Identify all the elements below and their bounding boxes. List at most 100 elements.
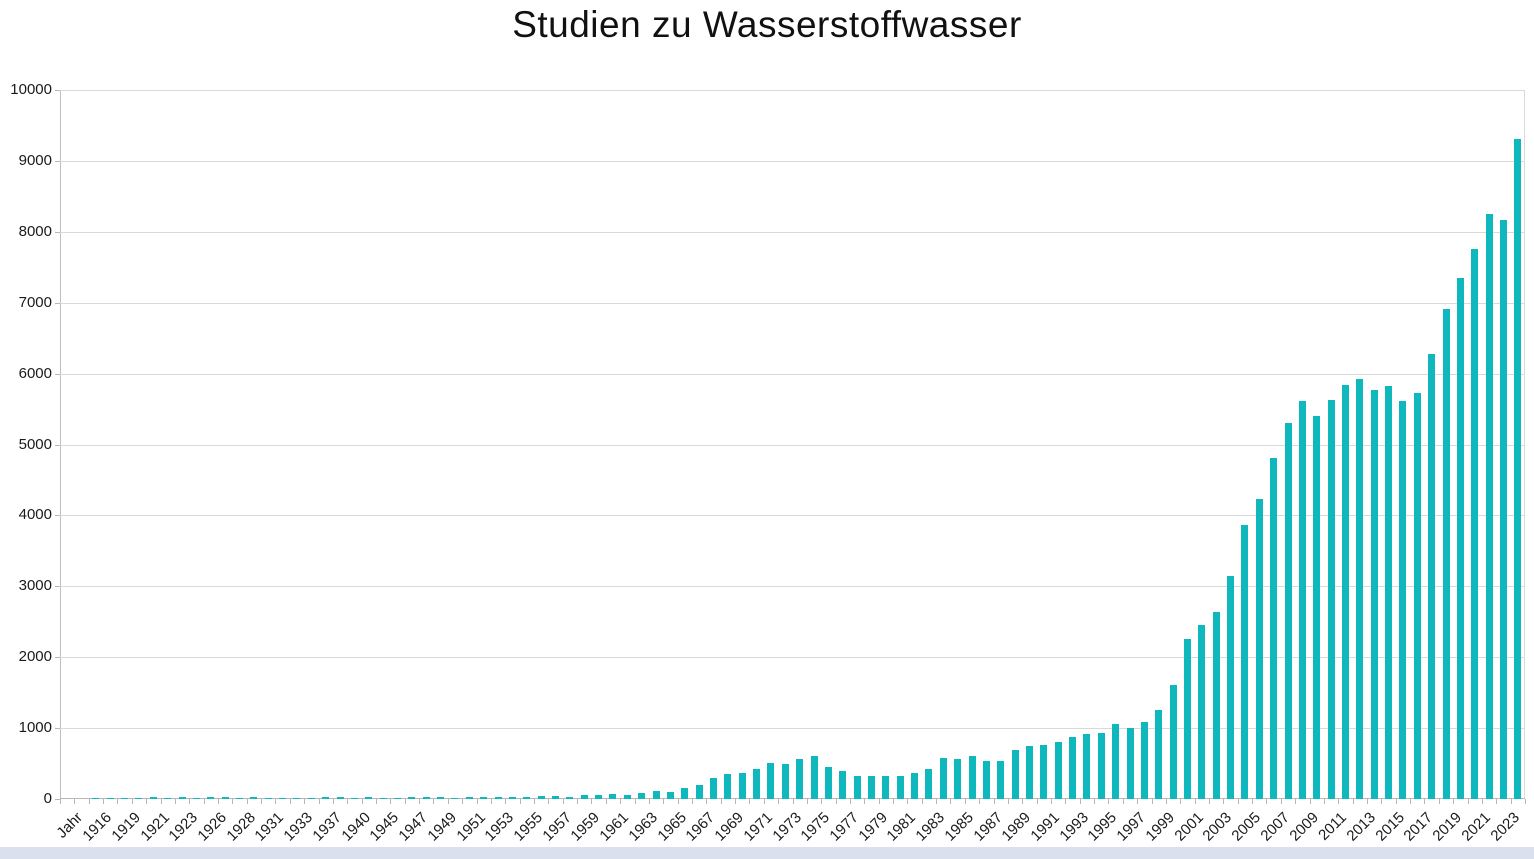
gridline [60, 231, 1525, 233]
x-axis-tick [1510, 799, 1512, 804]
bar-1965 [666, 792, 674, 799]
bar-year-69 [1054, 742, 1062, 799]
bar-year-15 [279, 798, 287, 799]
x-axis-tick [1079, 799, 1081, 804]
bar-year-27 [451, 798, 459, 799]
bar-1971 [753, 769, 761, 799]
x-axis-tick [706, 799, 708, 804]
bar-year-65 [997, 761, 1005, 799]
x-axis-tick [404, 799, 406, 804]
bar-2011 [1327, 400, 1335, 799]
bar-year-17 [307, 798, 315, 799]
y-axis-tick [55, 444, 60, 446]
x-axis-tick [763, 799, 765, 804]
bar-1961 [609, 794, 617, 799]
x-axis-tick [1065, 799, 1067, 804]
y-axis-tick-label: 1000 [18, 719, 52, 737]
x-axis-tick [60, 799, 61, 804]
x-axis-tick [160, 799, 162, 804]
x-axis-tick [1122, 799, 1124, 804]
x-axis-tick [131, 799, 133, 804]
bar-year-11 [221, 797, 229, 799]
y-axis-tick-label: 4000 [18, 506, 52, 524]
x-axis-tick [792, 799, 794, 804]
bar-year-57 [882, 776, 890, 799]
bar-year-3 [106, 798, 114, 799]
gridline [60, 515, 1525, 517]
bar-year-77 [1169, 685, 1177, 799]
x-axis-tick [189, 799, 191, 804]
bar-year-99 [1485, 214, 1493, 799]
bar-year-93 [1399, 401, 1407, 799]
x-axis-tick [677, 799, 679, 804]
y-axis-tick-label: 6000 [18, 364, 52, 382]
bar-year-61 [939, 758, 947, 799]
x-axis-tick [476, 799, 478, 804]
bar-1957 [552, 796, 559, 799]
bar-year-71 [1083, 734, 1091, 799]
gridline [60, 657, 1525, 659]
x-axis-tick [1481, 799, 1483, 804]
x-axis-tick [1223, 799, 1225, 804]
x-axis-tick [1165, 799, 1167, 804]
bar-1955 [523, 797, 531, 799]
y-axis-tick [55, 90, 60, 91]
x-axis-tick [174, 799, 176, 804]
bar-year-41 [652, 791, 660, 799]
bar-1977 [839, 771, 847, 799]
bar-year-91 [1370, 390, 1378, 799]
x-axis-tick [663, 799, 665, 804]
x-axis-tick [533, 799, 535, 804]
bar-1916 [92, 798, 100, 799]
x-axis-tick [979, 799, 981, 804]
x-axis-tick [648, 799, 650, 804]
x-axis-tick [1410, 799, 1412, 804]
bar-1987 [982, 761, 990, 799]
x-axis-tick [519, 799, 521, 804]
bar-1967 [695, 785, 703, 799]
x-axis-tick [1137, 799, 1139, 804]
x-axis-tick [203, 799, 205, 804]
x-axis-tick [735, 799, 737, 804]
y-axis-tick-label: 8000 [18, 222, 52, 240]
x-axis-tick [318, 799, 320, 804]
x-axis-tick [1022, 799, 1024, 804]
x-axis-line [60, 798, 1525, 799]
bar-1928 [236, 798, 244, 799]
x-axis-tick [490, 799, 492, 804]
x-axis-tick [950, 799, 952, 804]
bar-1979 [867, 776, 875, 799]
bar-year-19 [336, 797, 344, 799]
bar-1926 [207, 797, 215, 799]
bar-1981 [896, 776, 904, 799]
bar-year-13 [250, 797, 258, 799]
bar-year-83 [1255, 499, 1263, 799]
x-axis-tick [1194, 799, 1196, 804]
x-axis-tick [577, 799, 579, 804]
bar-2021 [1471, 249, 1479, 799]
x-axis-tick [1424, 799, 1426, 804]
x-axis-tick [605, 799, 607, 804]
x-axis-tick [361, 799, 363, 804]
bar-year-47 [738, 773, 746, 799]
bar-year-7 [164, 798, 172, 799]
bar-year-81 [1227, 576, 1235, 799]
bar-year-59 [911, 773, 919, 799]
bar-1919 [121, 798, 129, 799]
x-axis-tick [936, 799, 938, 804]
bar-1969 [724, 774, 732, 799]
bar-2019 [1442, 309, 1450, 799]
x-axis-tick [390, 799, 392, 804]
x-axis-tick [88, 799, 90, 804]
bar-1963 [638, 793, 646, 799]
bar-year-73 [1112, 724, 1120, 799]
x-axis-tick [1007, 799, 1009, 804]
y-axis-tick-label: 7000 [18, 293, 52, 311]
y-axis-tick [55, 728, 60, 730]
x-axis-tick [1367, 799, 1368, 804]
gridline [60, 90, 1525, 91]
bar-2013 [1356, 379, 1364, 799]
x-axis-tick [634, 799, 636, 804]
bar-1973 [781, 764, 789, 799]
